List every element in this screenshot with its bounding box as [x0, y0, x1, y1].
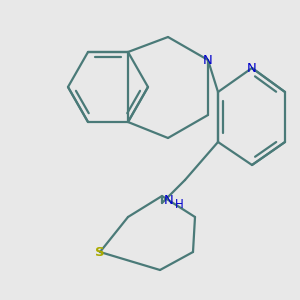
Text: N: N [164, 194, 174, 208]
Text: N: N [247, 61, 257, 74]
Text: S: S [95, 245, 105, 259]
Text: H: H [175, 199, 184, 212]
Text: N: N [203, 53, 213, 67]
